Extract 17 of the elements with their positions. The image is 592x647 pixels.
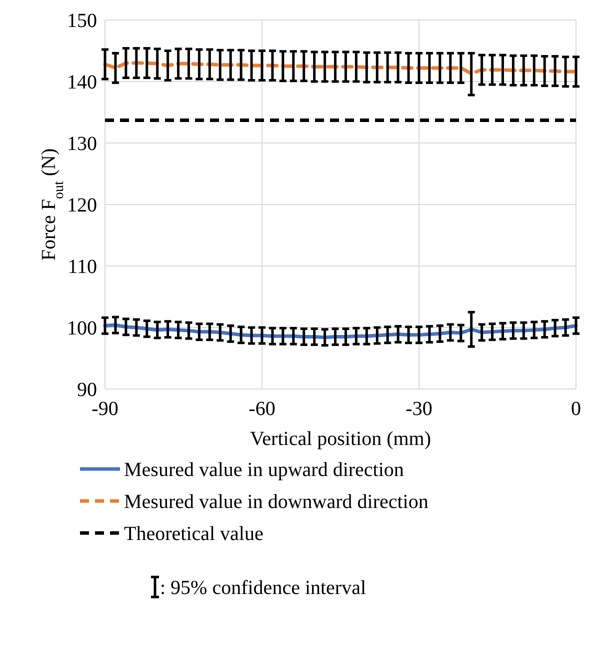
legend-label: Mesured value in downward direction	[124, 491, 428, 513]
y-tick-label: 150	[67, 10, 97, 32]
x-tick-label: -90	[92, 398, 118, 420]
y-tick-label: 90	[77, 379, 97, 401]
y-tick-label: 110	[68, 256, 97, 278]
y-tick-label: 130	[67, 133, 97, 155]
x-tick-label: -30	[406, 398, 432, 420]
y-tick-label: 140	[67, 72, 97, 94]
y-tick-label: 120	[67, 194, 97, 216]
text: : 95% confidence interval	[160, 577, 366, 599]
legend-label: Theoretical value	[124, 523, 264, 545]
x-axis-title: Vertical position (mm)	[250, 428, 432, 450]
y-tick-label: 100	[67, 318, 97, 340]
x-tick-label: 0	[571, 398, 581, 420]
legend-label: Mesured value in upward direction	[124, 459, 404, 481]
line-series	[103, 61, 578, 76]
x-tick-label: -60	[248, 398, 276, 420]
